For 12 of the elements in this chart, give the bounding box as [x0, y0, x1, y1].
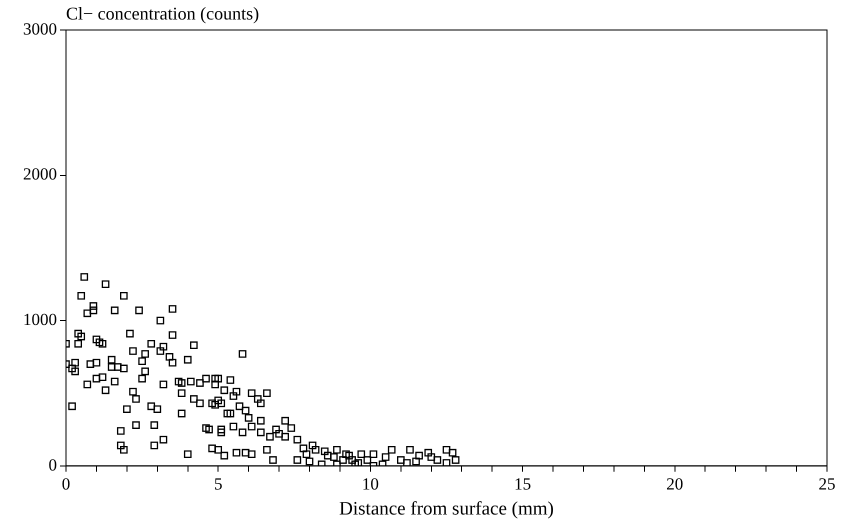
- y-tick-label: 2000: [23, 164, 57, 184]
- y-axis-title: Cl− concentration (counts): [66, 4, 260, 24]
- x-axis-title: Distance from surface (mm): [339, 498, 554, 520]
- x-tick-label: 5: [214, 474, 222, 494]
- x-tick-label: 15: [514, 474, 532, 494]
- x-tick-label: 20: [666, 474, 684, 494]
- x-tick-label: 25: [818, 474, 836, 494]
- x-tick-label: 0: [62, 474, 70, 494]
- x-tick-label: 10: [362, 474, 379, 494]
- y-tick-label: 1000: [23, 310, 57, 329]
- y-tick-label: 0: [48, 455, 57, 474]
- y-tick-label: 3000: [23, 19, 57, 38]
